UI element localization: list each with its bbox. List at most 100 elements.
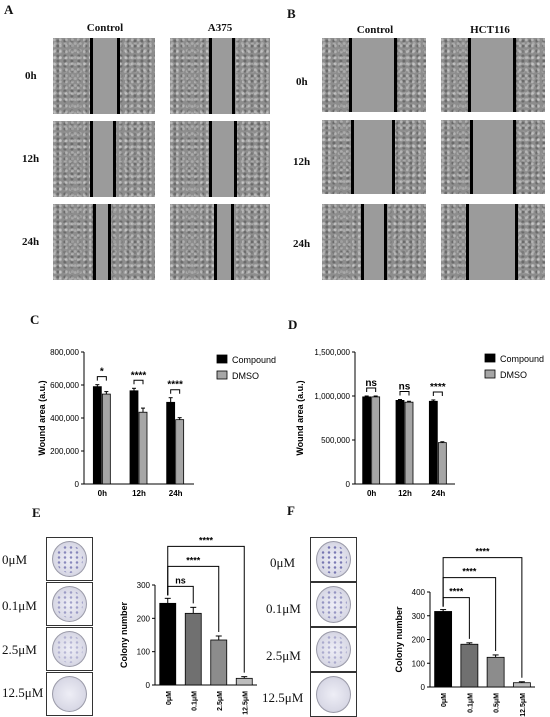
y-axis-label: Colony number [394, 606, 404, 672]
chart-f-svg: 0 100 200 300 400 0μM 0.1μM 0.5μM 12.5μM **** ****… [394, 547, 535, 717]
y-tick-label: 400 [412, 588, 426, 597]
micrograph-hct116-control-12h [322, 120, 426, 194]
micrograph-hct116-treated-12h [441, 120, 545, 194]
y-tick-label: 0 [75, 480, 80, 489]
colony-well-f-0 [310, 537, 357, 582]
bar [210, 639, 228, 686]
panel-e-dose-1: 0.1μM [2, 598, 37, 613]
bar [512, 682, 531, 688]
significance-bracket [399, 391, 410, 396]
significance-label: * [100, 367, 104, 378]
panel-b-column-hct116: HCT116 [470, 24, 510, 36]
chart-d: 0 500,000 1,000,000 1,500,000 ns 0h ns 12h **** 2… [295, 348, 544, 498]
x-tick-label: 0.1μM [467, 693, 474, 713]
y-tick-label: 0 [421, 683, 426, 692]
y-tick-label: 300 [137, 581, 151, 590]
panel-f-dose-1: 0.1μM [266, 601, 301, 616]
legend-swatch [216, 370, 228, 380]
x-tick-label: 0.5μM [494, 693, 501, 713]
significance-label: ns [399, 382, 411, 393]
y-tick-label: 100 [412, 659, 426, 668]
chart-d-svg: 0 500,000 1,000,000 1,500,000 ns 0h ns 12h **** 2… [295, 348, 544, 498]
colony-well-f-2 [310, 627, 357, 672]
panel-f-dose-2: 2.5μM [266, 648, 301, 663]
x-tick-label: 0μM [441, 693, 448, 707]
panel-a-row-0h: 0h [25, 70, 37, 82]
significance-bracket [170, 389, 181, 394]
legend-swatch [216, 354, 228, 364]
bar [101, 393, 111, 485]
bar [434, 611, 453, 688]
bar [428, 400, 438, 485]
significance-bracket [366, 387, 377, 392]
colony-well-f-1 [310, 582, 357, 627]
legend-swatch [484, 369, 496, 379]
panel-b-column-control: Control [356, 24, 394, 36]
bar [235, 677, 253, 686]
comparison-label: **** [462, 567, 477, 577]
comparison-label: ns [175, 575, 186, 585]
colony-well-e-3 [46, 672, 93, 716]
comparison-bracket [442, 557, 523, 678]
panel-a-column-control: Control [86, 22, 124, 34]
comparison-label: **** [449, 587, 464, 597]
y-tick-label: 200 [137, 614, 151, 623]
bar [486, 656, 505, 688]
chart-f: 0 100 200 300 400 0μM 0.1μM 0.5μM 12.5μM **** ****… [394, 547, 535, 717]
y-tick-label: 100 [137, 648, 151, 657]
comparison-label: **** [186, 555, 201, 565]
panel-e-dose-3: 12.5μM [2, 685, 44, 700]
panel-label-c: C [30, 312, 40, 327]
x-tick-label: 0.1μM [191, 691, 198, 711]
x-tick-label: 12h [132, 489, 146, 498]
bar [92, 386, 102, 485]
micrograph-hct116-control-24h [322, 204, 426, 280]
panel-label-a: A [4, 2, 14, 17]
panel-label-e: E [32, 505, 41, 520]
x-tick-label: 12.5μM [520, 693, 527, 717]
significance-label: **** [167, 380, 183, 391]
bar [362, 396, 372, 485]
bar [404, 401, 414, 485]
bar [159, 602, 177, 686]
significance-label: ns [365, 378, 377, 389]
panel-e-dose-2: 2.5μM [2, 642, 37, 657]
comparison-label: **** [475, 547, 490, 557]
y-tick-label: 600,000 [50, 381, 79, 390]
colony-well-f-3 [310, 672, 357, 717]
panel-a-column-a375: A375 [207, 22, 233, 34]
bar [437, 442, 447, 485]
bar [395, 400, 405, 485]
micrograph-a375-control-12h [53, 121, 155, 197]
y-tick-label: 0 [146, 681, 151, 690]
panel-f-dose-0: 0μM [270, 555, 296, 570]
colony-well-e-1 [46, 582, 93, 626]
x-tick-label: 12.5μM [242, 691, 249, 715]
significance-label: **** [430, 382, 446, 393]
y-tick-label: 400,000 [50, 414, 79, 423]
legend-swatch [484, 353, 496, 363]
y-axis-label: Colony number [119, 602, 129, 668]
comparison-bracket [167, 545, 245, 673]
x-tick-label: 0h [98, 489, 107, 498]
significance-bracket [96, 376, 107, 381]
chart-c: 0 200,000 400,000 600,000 800,000 * 0h **** 12h *… [37, 348, 276, 498]
x-tick-label: 0μM [166, 691, 173, 705]
x-tick-label: 12h [398, 489, 412, 498]
y-axis-label: Wound area (a.u.) [37, 380, 47, 455]
x-tick-label: 24h [169, 489, 183, 498]
panel-label-b: B [287, 6, 296, 21]
legend-label: DMSO [500, 370, 527, 380]
panel-b-row-24h: 24h [293, 238, 311, 250]
y-tick-label: 1,500,000 [314, 348, 350, 357]
panel-b-row-0h: 0h [296, 76, 308, 88]
significance-bracket [432, 391, 443, 396]
micrograph-a375-treated-24h [170, 204, 270, 280]
significance-label: **** [131, 370, 147, 381]
y-tick-label: 300 [412, 612, 426, 621]
comparison-label: **** [199, 535, 214, 545]
significance-bracket [133, 379, 144, 385]
panel-f-dose-3: 12.5μM [262, 690, 304, 705]
